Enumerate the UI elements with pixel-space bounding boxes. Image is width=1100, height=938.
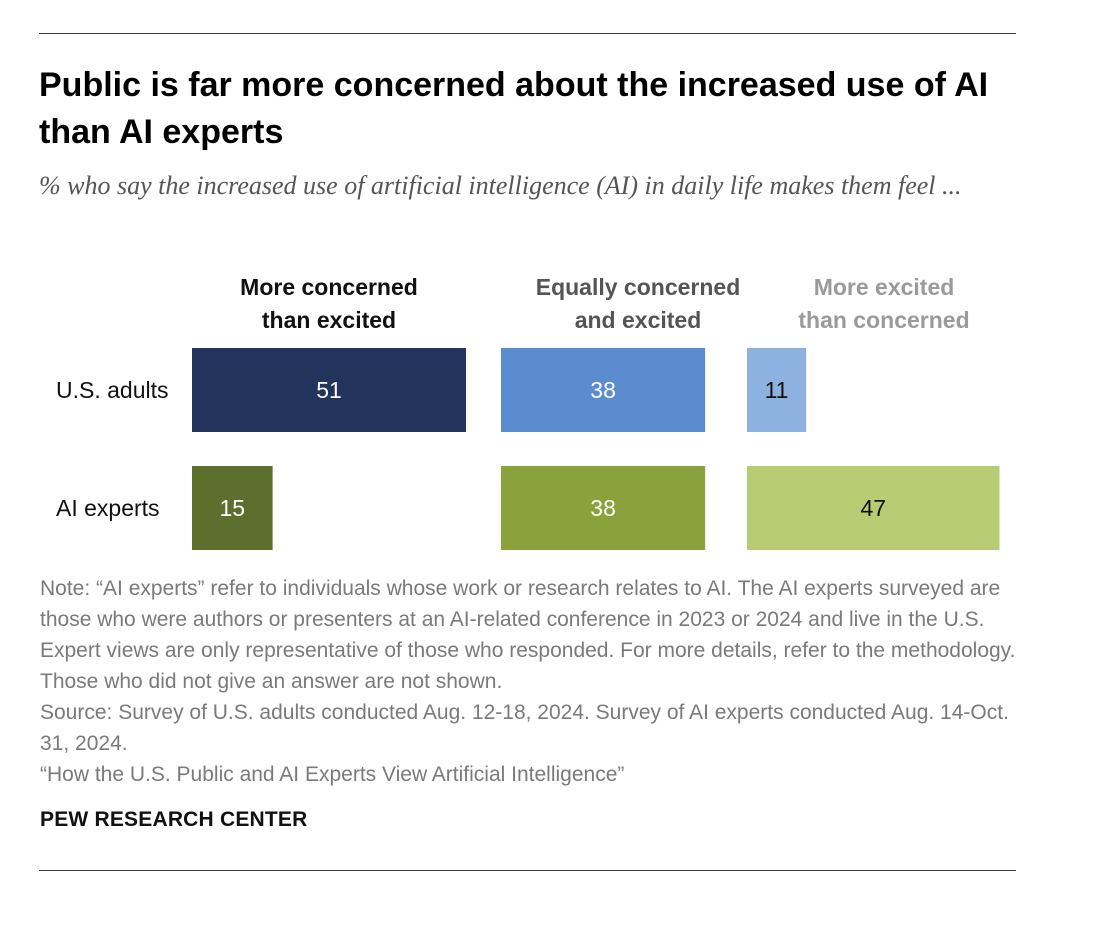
bar-row2-col1 [192, 466, 273, 550]
value-label-row2-col2: 38 [590, 495, 616, 521]
value-label-row2-col1: 15 [219, 495, 245, 521]
bar-row1-col3 [747, 348, 807, 432]
row-label-1: U.S. adults [56, 377, 169, 403]
bar-chart: More concerned than excited Equally concer… [56, 274, 1000, 550]
bar-row1-col1 [192, 348, 466, 432]
bar-row2-col2 [501, 466, 706, 550]
bar-row1-col2 [501, 348, 706, 432]
column-header-1-line-1: More concerned [240, 274, 418, 300]
column-header-3-line-2: than concerned [798, 307, 969, 333]
value-label-row1-col3: 11 [765, 377, 789, 403]
report-title: “How the U.S. Public and AI Experts View… [40, 763, 625, 786]
value-label-row1-col2: 38 [590, 377, 616, 403]
column-header-3-line-1: More excited [814, 274, 955, 300]
column-header-1-line-2: than excited [262, 307, 396, 333]
chart-subtitle: % who say the increased use of artificia… [39, 171, 962, 200]
chart-title: Public is far more concerned about the i… [39, 66, 989, 151]
bottom-rule [39, 870, 1016, 871]
bar-row2-col3 [747, 466, 1000, 550]
source-text: Source: Survey of U.S. adults conducted … [40, 701, 1009, 755]
brand-logo-text: PEW RESEARCH CENTER [40, 808, 308, 831]
column-header-2-line-1: Equally concerned [536, 274, 741, 300]
notes-block: Note: “AI experts” refer to individuals … [40, 573, 1030, 790]
note-text: Note: “AI experts” refer to individuals … [40, 577, 1016, 693]
column-header-2-line-2: and excited [575, 307, 702, 333]
value-label-row2-col3: 47 [860, 495, 886, 521]
row-label-2: AI experts [56, 495, 160, 521]
top-rule [39, 33, 1016, 34]
value-label-row1-col1: 51 [316, 377, 342, 403]
